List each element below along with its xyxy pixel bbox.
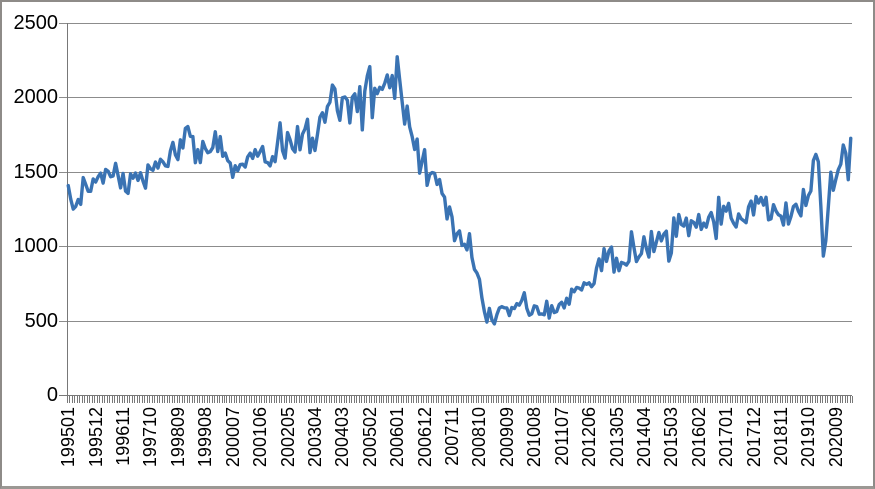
series-line bbox=[66, 55, 853, 326]
x-axis-tick-label: 200909 bbox=[496, 407, 517, 468]
gridlines bbox=[59, 23, 852, 322]
x-axis-tick-label: 201206 bbox=[579, 407, 600, 468]
y-axis-tick-label: 1500 bbox=[13, 160, 59, 183]
x-axis-tick-label: 202009 bbox=[825, 407, 846, 468]
x-axis-tick-label: 201712 bbox=[743, 407, 764, 468]
x-axis-tick-label: 201701 bbox=[716, 407, 737, 468]
y-axis-tick-label: 0 bbox=[46, 384, 58, 406]
x-axis-tick-label: 200106 bbox=[250, 407, 271, 468]
x-axis-tick-label: 200612 bbox=[414, 407, 435, 468]
x-axis-tick-label: 200502 bbox=[359, 407, 380, 468]
x-axis-tick-label: 201305 bbox=[606, 407, 627, 468]
x-axis-tick-label: 201107 bbox=[551, 407, 572, 466]
x-axis-tick-label: 200403 bbox=[332, 407, 353, 468]
x-axis-tick-label: 199710 bbox=[140, 407, 161, 468]
x-axis-tick-label: 201910 bbox=[798, 407, 819, 468]
y-axis-tick-label: 1000 bbox=[13, 235, 59, 258]
x-axis-tick-label: 201503 bbox=[661, 407, 682, 468]
x-axis-tick-label: 200205 bbox=[277, 407, 298, 468]
x-axis-tick-label: 200304 bbox=[304, 407, 325, 468]
x-axis-tick-label: 200601 bbox=[387, 407, 408, 468]
x-axis-tick-label: 201811 bbox=[770, 407, 791, 466]
x-axis-tick-label: 200007 bbox=[222, 407, 243, 468]
x-axis-tick-label: 200810 bbox=[469, 407, 490, 468]
x-axis-tick-label: 201404 bbox=[633, 407, 654, 468]
x-axis-tick-label: 201008 bbox=[524, 407, 545, 468]
y-axis-tick-label: 2500 bbox=[13, 12, 59, 34]
x-axis-tick-label: 199611 bbox=[113, 407, 134, 466]
axis-lines bbox=[59, 23, 852, 396]
x-axis-tick-label: 199501 bbox=[58, 407, 79, 468]
x-axis-tick-label: 200711 bbox=[442, 407, 463, 466]
x-axis-tick-label: 199809 bbox=[167, 407, 188, 468]
y-axis-tick-label: 500 bbox=[24, 309, 58, 332]
x-axis-tick-marks bbox=[67, 396, 853, 403]
x-axis-tick-label: 199908 bbox=[195, 407, 216, 468]
x-axis-tick-label: 199512 bbox=[85, 407, 106, 468]
y-axis-tick-label: 2000 bbox=[13, 86, 59, 109]
x-axis-tick-label: 201602 bbox=[688, 407, 709, 468]
